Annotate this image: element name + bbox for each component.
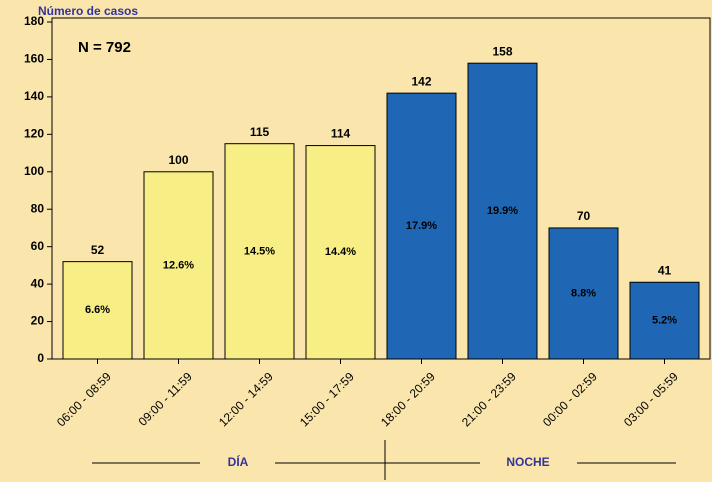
y-tick-label: 80 — [31, 201, 45, 215]
bar — [386, 92, 457, 360]
share-label: 5.2% — [652, 315, 677, 327]
annotation: N = 792 — [78, 39, 131, 56]
share-label: 8.8% — [571, 287, 596, 299]
value-label: 41 — [658, 263, 672, 277]
x-tick-label: 09:00 - 11:59 — [136, 369, 196, 429]
share-label: 17.9% — [406, 220, 437, 232]
share-label: 12.6% — [163, 259, 194, 271]
value-label: 142 — [411, 74, 431, 88]
value-label: 52 — [91, 243, 105, 257]
bar — [467, 62, 538, 360]
x-tick-label: 12:00 - 14:59 — [216, 369, 276, 429]
x-tick-label: 06:00 - 08:59 — [54, 369, 114, 429]
x-tick-label: 03:00 - 05:59 — [621, 369, 681, 429]
value-label: 115 — [250, 125, 270, 139]
y-tick-label: 140 — [24, 89, 44, 103]
group-label: NOCHE — [506, 455, 549, 469]
y-axis-label: Número de casos — [38, 4, 138, 18]
bar — [62, 261, 133, 360]
x-tick-label: 21:00 - 23:59 — [459, 369, 519, 429]
y-tick-label: 0 — [37, 351, 44, 365]
y-tick-label: 20 — [31, 314, 45, 328]
value-label: 114 — [331, 127, 351, 141]
y-tick-label: 180 — [24, 14, 44, 28]
share-label: 19.9% — [487, 205, 518, 217]
y-tick-label: 60 — [31, 239, 45, 253]
y-tick-label: 120 — [24, 127, 44, 141]
group-label: DÍA — [228, 454, 249, 469]
value-label: 100 — [168, 153, 188, 167]
bar — [143, 171, 214, 360]
x-tick-label: 18:00 - 20:59 — [378, 369, 438, 429]
x-tick-label: 15:00 - 17:59 — [297, 369, 357, 429]
x-tick-label: 00:00 - 02:59 — [540, 369, 600, 429]
plot-frame — [51, 17, 711, 360]
y-tick-label: 100 — [24, 164, 44, 178]
bar — [548, 227, 619, 360]
value-label: 158 — [492, 44, 512, 58]
share-label: 6.6% — [85, 304, 110, 316]
share-label: 14.5% — [244, 245, 275, 257]
bar — [629, 281, 700, 360]
value-label: 70 — [577, 209, 591, 223]
bar — [305, 145, 376, 360]
y-tick-label: 160 — [24, 52, 44, 66]
y-tick-label: 40 — [31, 276, 45, 290]
share-label: 14.4% — [325, 246, 356, 258]
bar — [224, 143, 295, 360]
